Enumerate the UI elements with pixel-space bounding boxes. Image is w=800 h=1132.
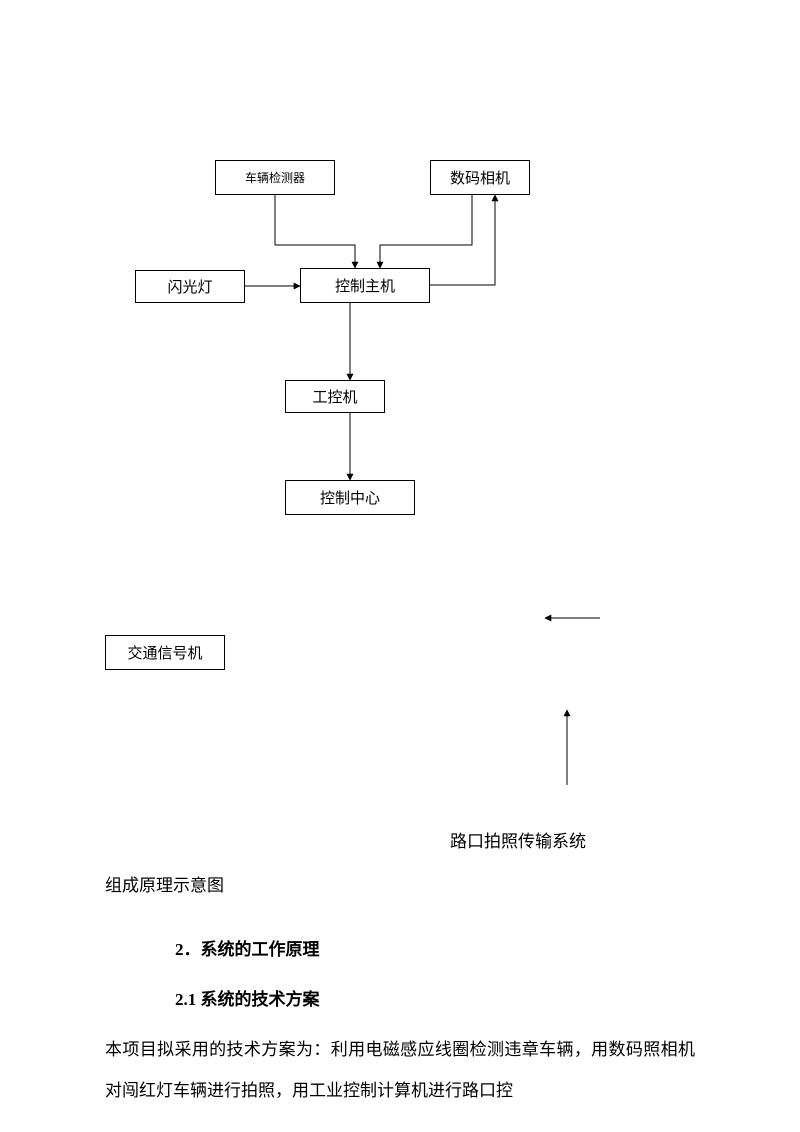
- heading-section-2-1: 2.1 系统的技术方案: [175, 980, 320, 1021]
- node-center: 控制中心: [285, 480, 415, 515]
- caption-part2: 组成原理示意图: [105, 866, 224, 907]
- node-flash: 闪光灯: [135, 270, 245, 303]
- node-ipc: 工控机: [285, 380, 385, 413]
- flowchart: 车辆检测器数码相机闪光灯控制主机工控机控制中心交通信号机: [0, 150, 800, 570]
- node-host: 控制主机: [300, 268, 430, 303]
- node-camera: 数码相机: [430, 160, 530, 195]
- body-paragraph: 本项目拟采用的技术方案为：利用电磁感应线圈检测违章车辆，用数码照相机对闯红灯车辆…: [105, 1030, 695, 1112]
- heading-section-2: 2．系统的工作原理: [175, 930, 320, 971]
- node-signal: 交通信号机: [105, 635, 225, 670]
- node-detector: 车辆检测器: [215, 160, 335, 195]
- caption-part1: 路口拍照传输系统: [450, 822, 586, 863]
